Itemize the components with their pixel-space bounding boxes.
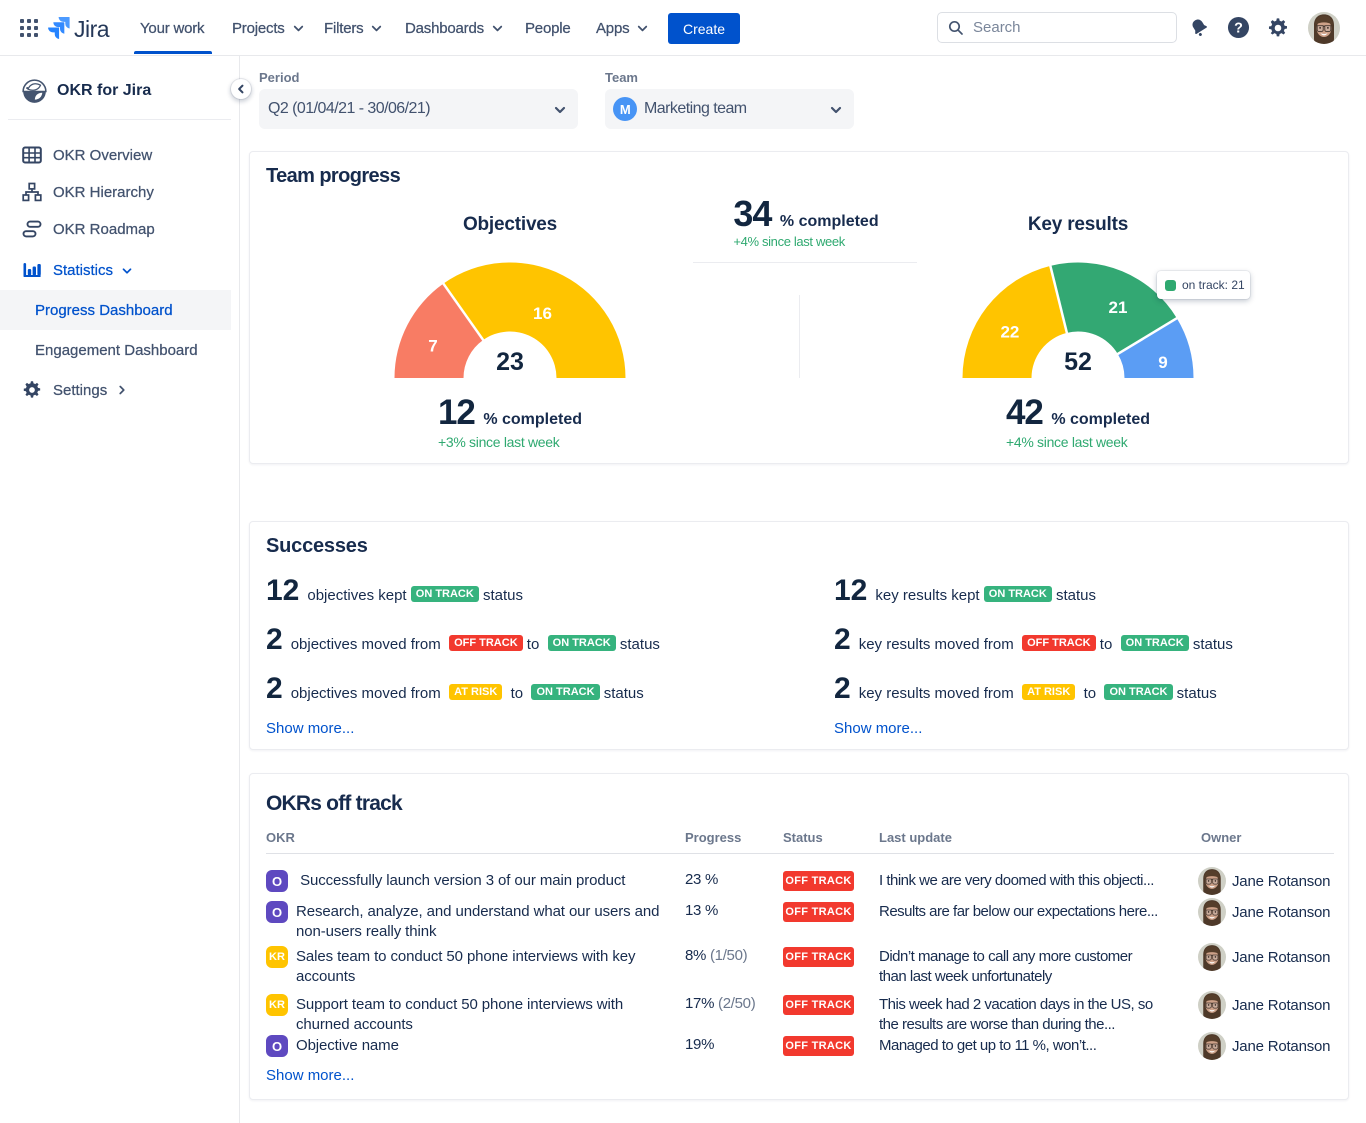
svg-text:21: 21 xyxy=(1109,298,1128,317)
svg-text:7: 7 xyxy=(428,337,437,356)
svg-text:52: 52 xyxy=(1064,348,1092,376)
svg-text:22: 22 xyxy=(1000,323,1019,342)
svg-text:23: 23 xyxy=(496,348,524,376)
svg-text:?: ? xyxy=(1234,20,1243,36)
svg-text:9: 9 xyxy=(1158,353,1167,372)
svg-text:16: 16 xyxy=(533,304,552,323)
